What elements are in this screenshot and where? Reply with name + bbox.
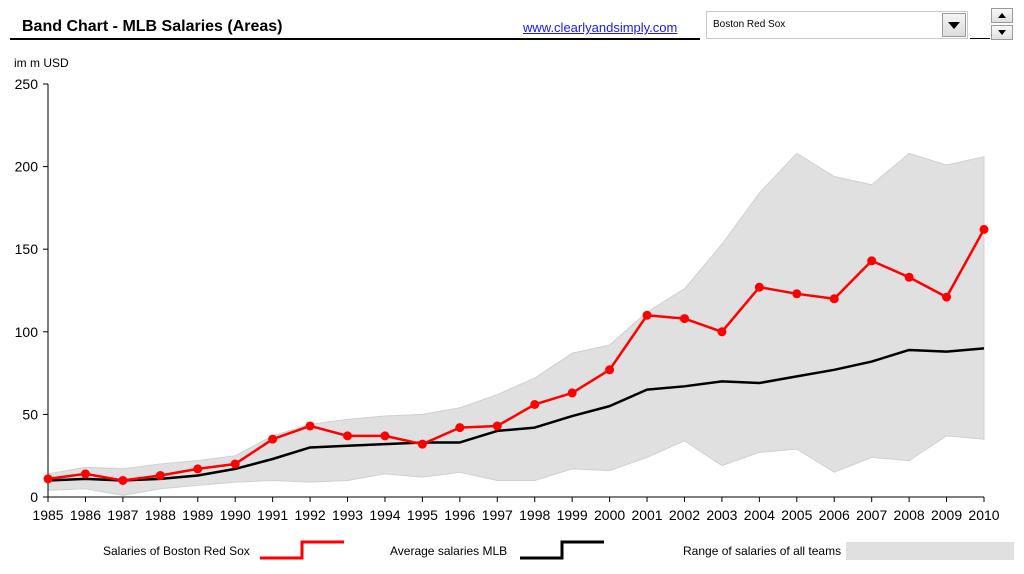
x-tick-label: 1994 xyxy=(369,507,400,523)
x-tick-label: 2010 xyxy=(968,507,999,523)
team-salary-point xyxy=(605,365,615,375)
y-tick-label: 200 xyxy=(15,159,39,175)
team-salary-line xyxy=(47,228,986,482)
y-tick-label: 100 xyxy=(15,324,39,340)
team-salary-point xyxy=(492,421,502,431)
x-tick-label: 1992 xyxy=(295,507,326,523)
x-tick-label: 1985 xyxy=(32,507,63,523)
legend-label-team: Salaries of Boston Red Sox xyxy=(103,544,250,558)
band-chart: 0 50 100 150 200 250 1985 1986 1987 1988 1989 1990 1… xyxy=(15,76,1000,523)
arrow-up-icon xyxy=(998,13,1006,18)
average-salary-line xyxy=(47,347,985,482)
x-tick-label: 1987 xyxy=(107,507,138,523)
x-tick-label: 1998 xyxy=(519,507,550,523)
x-tick-label: 2003 xyxy=(706,507,737,523)
team-salary-point xyxy=(343,431,353,441)
chart-title: Band Chart - MLB Salaries (Areas) xyxy=(22,18,283,35)
team-salary-point xyxy=(118,475,128,485)
team-salary-point xyxy=(829,294,839,304)
x-tick-label: 1989 xyxy=(182,507,213,523)
divider xyxy=(970,38,990,39)
x-tick-label: 2006 xyxy=(819,507,850,523)
team-salary-point xyxy=(979,224,989,234)
team-salary-point xyxy=(380,431,390,441)
legend-line-team xyxy=(260,540,344,560)
x-tick-label: 2008 xyxy=(894,507,925,523)
x-tick-label: 1997 xyxy=(482,507,513,523)
x-tick-label: 1999 xyxy=(557,507,588,523)
website-link[interactable]: www.clearlyandsimply.com xyxy=(523,20,678,35)
team-salary-point xyxy=(904,272,914,282)
y-tick-label: 150 xyxy=(15,241,39,257)
y-axis-unit-label: im m USD xyxy=(14,56,69,70)
team-salary-point xyxy=(455,423,465,433)
legend-swatch-range xyxy=(846,542,1014,560)
range-band-area xyxy=(47,152,985,496)
legend-swatch-team xyxy=(260,540,344,560)
team-salary-point xyxy=(530,399,540,409)
team-salary-point xyxy=(193,464,203,474)
team-salary-point xyxy=(230,459,240,469)
team-salary-point xyxy=(754,282,764,292)
x-tick-label: 1990 xyxy=(220,507,251,523)
spinner-down-button[interactable] xyxy=(991,25,1013,40)
y-tick-label: 250 xyxy=(15,76,39,92)
team-salary-point xyxy=(268,434,278,444)
y-tick-label: 50 xyxy=(22,406,38,422)
legend-label-average: Average salaries MLB xyxy=(390,544,508,558)
team-salary-point xyxy=(417,439,427,449)
y-tick-label: 0 xyxy=(30,489,38,505)
dropdown-arrow-button[interactable] xyxy=(942,13,966,37)
team-dropdown-value: Boston Red Sox xyxy=(713,19,786,30)
x-tick-label: 2009 xyxy=(931,507,962,523)
chevron-down-icon xyxy=(948,21,960,29)
x-tick-label: 2000 xyxy=(594,507,625,523)
x-tick-label: 1993 xyxy=(332,507,363,523)
x-tick-label: 1995 xyxy=(407,507,438,523)
legend-label-range: Range of salaries of all teams xyxy=(683,544,842,558)
x-tick-label: 2007 xyxy=(856,507,887,523)
team-spinner[interactable] xyxy=(991,8,1013,40)
x-tick-label: 1991 xyxy=(257,507,288,523)
x-tick-label: 1986 xyxy=(70,507,101,523)
title-divider xyxy=(10,38,700,40)
x-tick-label: 2002 xyxy=(669,507,700,523)
x-tick-label: 2005 xyxy=(781,507,812,523)
team-salary-point xyxy=(867,256,877,266)
legend-line-average xyxy=(520,540,604,560)
spinner-up-button[interactable] xyxy=(991,8,1013,23)
x-tick-label: 1996 xyxy=(444,507,475,523)
team-salary-point xyxy=(642,310,652,320)
team-salary-point xyxy=(155,471,165,481)
team-dropdown[interactable]: Boston Red Sox xyxy=(706,11,968,39)
x-tick-label: 2001 xyxy=(631,507,662,523)
x-tick-label: 1988 xyxy=(145,507,176,523)
team-salary-point xyxy=(567,388,577,398)
team-salary-point xyxy=(679,314,689,324)
team-salary-point xyxy=(792,289,802,299)
team-salary-point xyxy=(43,474,53,484)
team-salary-point xyxy=(305,421,315,431)
x-tick-label: 2004 xyxy=(744,507,775,523)
team-salary-point xyxy=(80,469,90,479)
arrow-down-icon xyxy=(998,30,1006,35)
team-salary-point xyxy=(717,327,727,337)
legend-swatch-average xyxy=(520,540,604,560)
team-salary-point xyxy=(942,292,952,302)
